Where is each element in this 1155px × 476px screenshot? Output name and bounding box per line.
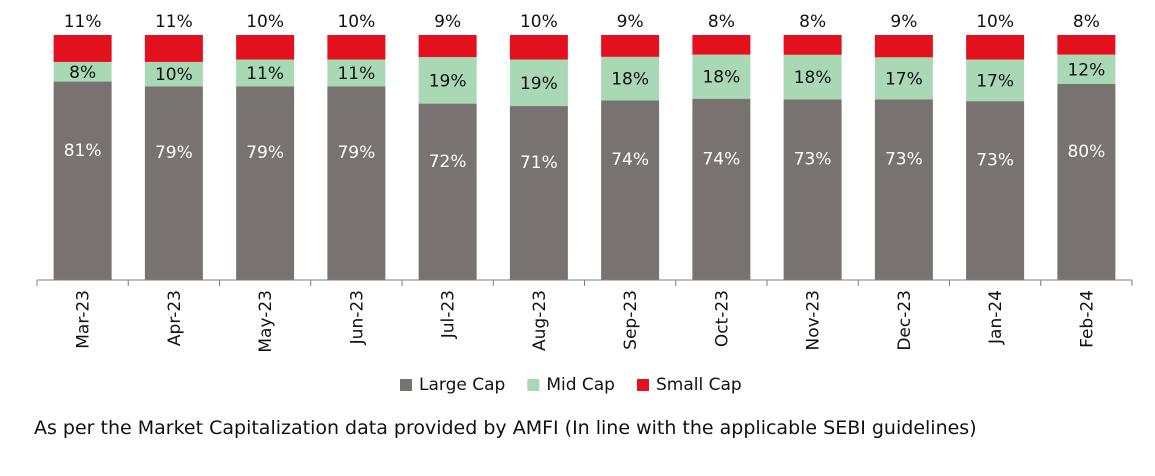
bar-mid-cap-feb-24	[1057, 54, 1116, 84]
bar-large-cap-feb-24	[1057, 84, 1116, 280]
bar-large-cap-nov-23	[783, 99, 842, 280]
data-label-large-cap-mar-23: 81%	[64, 141, 102, 161]
bar-mid-cap-apr-23	[144, 61, 203, 87]
bar-small-cap-jun-23	[327, 35, 386, 60]
bars-group	[53, 35, 1116, 281]
bar-small-cap-aug-23	[509, 35, 568, 60]
bar-small-cap-apr-23	[144, 35, 203, 62]
data-label-mid-cap-mar-23: 8%	[69, 63, 96, 83]
data-label-mid-cap-jul-23: 19%	[429, 71, 467, 91]
legend-label-small-cap: Small Cap	[656, 375, 742, 395]
x-tick-label-oct-23: Oct-23	[712, 290, 732, 347]
data-label-large-cap-may-23: 79%	[246, 143, 284, 163]
data-label-mid-cap-apr-23: 10%	[155, 65, 193, 85]
data-label-small-cap-aug-23: 10%	[520, 12, 558, 32]
bar-mid-cap-dec-23	[874, 57, 933, 100]
legend-swatch-large-cap	[400, 379, 412, 391]
footnote: As per the Market Capitalization data pr…	[34, 417, 977, 439]
bar-large-cap-oct-23	[692, 98, 751, 280]
x-tick-label-jul-23: Jul-23	[439, 290, 459, 339]
bar-large-cap-jun-23	[327, 86, 386, 280]
stacked-bar-chart: 81% 8% 11% 79% 10% 11% 79% 11% 10% 79% 11% 10% 72% 19…	[36, 12, 1133, 395]
data-label-large-cap-jul-23: 72%	[429, 152, 467, 172]
bar-mid-cap-may-23	[236, 59, 295, 87]
bar-large-cap-aug-23	[509, 106, 568, 280]
data-label-large-cap-aug-23: 71%	[520, 153, 558, 173]
bar-mid-cap-nov-23	[783, 54, 842, 100]
bar-small-cap-may-23	[236, 35, 295, 60]
data-label-mid-cap-dec-23: 17%	[885, 69, 923, 89]
bar-small-cap-oct-23	[692, 35, 751, 55]
data-label-small-cap-sep-23: 9%	[617, 12, 644, 32]
data-label-mid-cap-nov-23: 18%	[794, 68, 832, 88]
x-tick-label-sep-23: Sep-23	[621, 290, 641, 350]
data-label-small-cap-dec-23: 9%	[890, 12, 917, 32]
data-label-large-cap-feb-24: 80%	[1067, 142, 1105, 162]
data-label-small-cap-jul-23: 9%	[434, 12, 461, 32]
bar-small-cap-nov-23	[783, 35, 842, 55]
data-label-mid-cap-sep-23: 18%	[611, 70, 649, 90]
x-tick-label-jun-23: Jun-23	[347, 290, 367, 345]
data-label-mid-cap-feb-24: 12%	[1067, 60, 1105, 80]
x-tick-label-may-23: May-23	[256, 290, 276, 353]
legend-swatch-small-cap	[636, 379, 649, 391]
bar-large-cap-jan-24	[966, 101, 1025, 281]
x-axis: Mar-23 Apr-23 May-23 Jun-23 Jul-23 Aug-23 Sep-…	[36, 279, 1133, 353]
legend-label-mid-cap: Mid Cap	[546, 375, 615, 395]
x-tick-label-nov-23: Nov-23	[804, 290, 824, 351]
data-label-small-cap-apr-23: 11%	[155, 12, 193, 32]
bar-large-cap-jul-23	[418, 103, 477, 280]
data-label-small-cap-jun-23: 10%	[337, 12, 375, 32]
legend-label-large-cap: Large Cap	[419, 375, 505, 395]
bar-small-cap-jul-23	[418, 35, 477, 58]
data-label-small-cap-may-23: 10%	[246, 12, 284, 32]
data-label-large-cap-jan-24: 73%	[976, 151, 1014, 171]
bar-large-cap-dec-23	[874, 99, 933, 280]
data-label-mid-cap-oct-23: 18%	[702, 68, 740, 88]
legend-swatch-mid-cap	[527, 379, 540, 391]
bar-small-cap-dec-23	[874, 35, 933, 58]
data-label-large-cap-nov-23: 73%	[794, 150, 832, 170]
x-tick-label-jan-24: Jan-24	[986, 290, 1006, 345]
bar-mid-cap-mar-23	[53, 61, 112, 82]
bar-small-cap-feb-24	[1057, 35, 1116, 55]
x-tick-label-aug-23: Aug-23	[530, 290, 550, 351]
data-label-mid-cap-may-23: 11%	[246, 64, 284, 84]
data-label-large-cap-jun-23: 79%	[337, 143, 375, 163]
bar-large-cap-apr-23	[144, 86, 203, 280]
data-labels-group: 81% 8% 11% 79% 10% 11% 79% 11% 10% 79% 11% 10% 72% 19…	[64, 12, 1106, 173]
data-label-mid-cap-jun-23: 11%	[337, 64, 375, 84]
bar-mid-cap-jun-23	[327, 59, 386, 87]
bar-mid-cap-jan-24	[966, 59, 1025, 102]
bar-small-cap-mar-23	[53, 35, 112, 62]
data-label-small-cap-jan-24: 10%	[976, 12, 1014, 32]
data-label-small-cap-oct-23: 8%	[708, 12, 735, 32]
bar-small-cap-jan-24	[966, 35, 1025, 60]
data-label-large-cap-apr-23: 79%	[155, 143, 193, 163]
legend: Large Cap Mid Cap Small Cap	[400, 375, 742, 395]
data-label-small-cap-nov-23: 8%	[799, 12, 826, 32]
bar-mid-cap-jul-23	[418, 57, 477, 104]
data-label-large-cap-sep-23: 74%	[611, 150, 649, 170]
data-label-large-cap-oct-23: 74%	[702, 149, 740, 169]
bar-mid-cap-aug-23	[509, 59, 568, 107]
data-label-small-cap-mar-23: 11%	[64, 12, 102, 32]
data-label-mid-cap-aug-23: 19%	[520, 74, 558, 94]
bar-small-cap-sep-23	[601, 35, 660, 57]
bar-large-cap-may-23	[236, 86, 295, 280]
bar-large-cap-sep-23	[601, 100, 660, 280]
x-tick-label-dec-23: Dec-23	[895, 290, 915, 351]
bar-mid-cap-sep-23	[601, 56, 660, 101]
bar-large-cap-mar-23	[53, 81, 112, 280]
x-tick-label-feb-24: Feb-24	[1077, 290, 1097, 348]
bar-mid-cap-oct-23	[692, 54, 751, 99]
data-label-small-cap-feb-24: 8%	[1073, 12, 1100, 32]
data-label-large-cap-dec-23: 73%	[885, 150, 923, 170]
data-label-mid-cap-jan-24: 17%	[976, 71, 1014, 91]
x-tick-label-mar-23: Mar-23	[74, 290, 94, 349]
x-tick-label-apr-23: Apr-23	[165, 290, 185, 346]
